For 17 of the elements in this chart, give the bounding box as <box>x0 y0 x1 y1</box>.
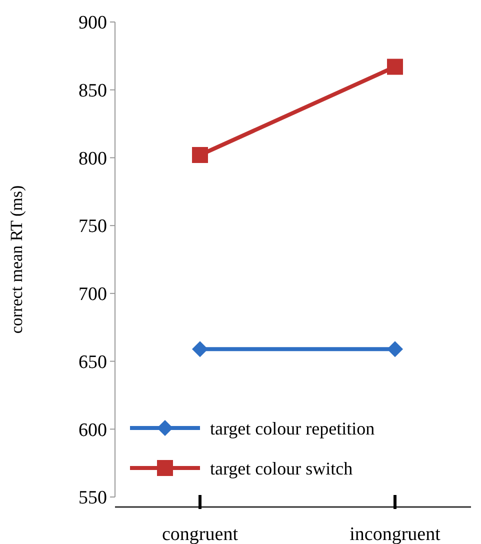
y-tick-label: 550 <box>78 488 107 509</box>
y-tick-label: 650 <box>78 352 107 373</box>
x-tick-label: congruent <box>162 524 239 544</box>
point <box>387 341 403 358</box>
point <box>192 341 208 358</box>
x-tick-label: incongruent <box>350 524 442 544</box>
y-tick-label: 900 <box>78 12 107 34</box>
y-tick-label: 750 <box>78 216 107 238</box>
y-tick-label: 600 <box>78 420 107 441</box>
point <box>192 147 208 163</box>
y-tick-label: 850 <box>78 80 107 102</box>
y-tick-label: 800 <box>78 148 107 170</box>
legend-label: target colour switch <box>210 458 353 478</box>
point <box>387 58 403 75</box>
y-axis-title: correct mean RT (ms) <box>7 185 26 334</box>
y-tick-label: 700 <box>78 284 107 306</box>
legend-label: target colour repetition <box>210 418 375 438</box>
